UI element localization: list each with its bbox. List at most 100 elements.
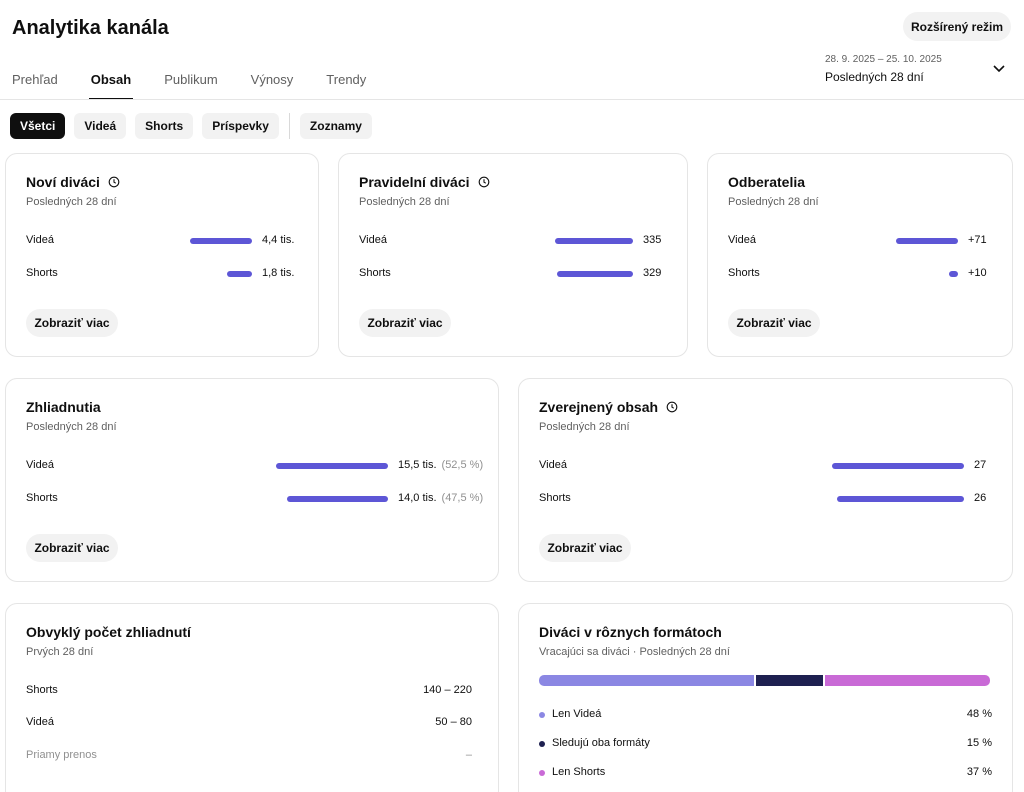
metric-value: 26 xyxy=(974,492,986,504)
metric-bar xyxy=(557,271,633,277)
metric-value: +10 xyxy=(968,267,987,279)
chip-videos[interactable]: Videá xyxy=(74,113,127,139)
tab-overview[interactable]: Prehľad xyxy=(12,72,58,87)
date-range-picker[interactable]: 28. 9. 2025 – 25. 10. 2025 Posledných 28… xyxy=(825,54,942,84)
card-title: Noví diváci xyxy=(26,174,120,190)
card-title-text: Noví diváci xyxy=(26,174,100,190)
metric-label: Shorts xyxy=(539,492,571,504)
chip-posts[interactable]: Príspevky xyxy=(202,113,279,139)
legend-value: 15 % xyxy=(966,737,992,749)
metric-value-text: 27 xyxy=(974,459,987,471)
chip-playlists[interactable]: Zoznamy xyxy=(299,113,372,139)
metric-row: Videá 15,5 tis. (52,5 %) xyxy=(26,459,483,473)
metric-row: Videá 335 xyxy=(359,234,667,248)
typical-views-value: 50 – 80 xyxy=(435,716,472,728)
metric-row: Videá +71 xyxy=(728,234,992,248)
legend-row: Sledujú oba formáty 15 % xyxy=(539,737,992,751)
card-title-text: Zhliadnutia xyxy=(26,399,101,415)
legend-row: Len Shorts 37 % xyxy=(539,766,992,780)
card-subtitle: Posledných 28 dní xyxy=(359,196,450,208)
page-title: Analytika kanála xyxy=(12,17,169,39)
tab-content[interactable]: Obsah xyxy=(88,62,134,100)
card-subscribers: Odberatelia Posledných 28 dní Videá +71 … xyxy=(707,153,1013,357)
metric-bar xyxy=(949,271,958,277)
advanced-mode-button[interactable]: Rozšírený režim xyxy=(903,12,1011,41)
typical-views-label: Shorts xyxy=(26,684,58,696)
metric-label: Videá xyxy=(359,234,387,246)
typical-views-label: Priamy prenos xyxy=(26,749,97,761)
metric-value-text: 15,5 tis. xyxy=(398,459,437,471)
tab-revenue[interactable]: Výnosy xyxy=(250,72,294,87)
metric-bar xyxy=(227,271,252,277)
legend-label: Len Shorts xyxy=(552,766,606,778)
show-more-button[interactable]: Zobraziť viac xyxy=(539,534,631,562)
header-divider xyxy=(0,99,1024,100)
metric-value: 15,5 tis. (52,5 %) xyxy=(398,459,483,471)
typical-views-label: Videá xyxy=(26,716,54,728)
show-more-button[interactable]: Zobraziť viac xyxy=(359,309,451,337)
clock-icon[interactable] xyxy=(478,176,490,188)
metric-bar xyxy=(190,238,252,244)
tab-bar: Prehľad Obsah Publikum Výnosy Trendy xyxy=(12,62,399,100)
metric-label: Shorts xyxy=(26,492,58,504)
card-subtitle: Posledných 28 dní xyxy=(539,421,630,433)
show-more-button[interactable]: Zobraziť viac xyxy=(728,309,820,337)
show-more-button[interactable]: Zobraziť viac xyxy=(26,309,118,337)
segment-both-formats xyxy=(756,675,823,686)
clock-icon[interactable] xyxy=(666,401,678,413)
legend-value: 48 % xyxy=(966,708,992,720)
metric-bar xyxy=(832,463,964,469)
date-range-dates: 28. 9. 2025 – 25. 10. 2025 xyxy=(825,54,942,65)
metric-label: Videá xyxy=(539,459,567,471)
metric-value: 4,4 tis. xyxy=(262,234,294,246)
card-new-viewers: Noví diváci Posledných 28 dní Videá 4,4 … xyxy=(5,153,319,357)
card-views: Zhliadnutia Posledných 28 dní Videá 15,5… xyxy=(5,378,499,582)
card-subtitle: Posledných 28 dní xyxy=(26,196,117,208)
card-title: Obvyklý počet zhliadnutí xyxy=(26,624,191,640)
metric-row: Shorts 1,8 tis. xyxy=(26,267,298,281)
chip-separator xyxy=(288,113,290,139)
metric-bar xyxy=(276,463,388,469)
metric-value: 1,8 tis. xyxy=(262,267,294,279)
metric-label: Videá xyxy=(728,234,756,246)
metric-label: Shorts xyxy=(359,267,391,279)
metric-bar xyxy=(896,238,958,244)
metric-label: Videá xyxy=(26,234,54,246)
tab-trends[interactable]: Trendy xyxy=(326,72,367,87)
typical-views-row: Shorts 140 – 220 xyxy=(26,684,472,698)
card-published-content: Zverejnený obsah Posledných 28 dní Videá… xyxy=(518,378,1013,582)
chevron-down-icon[interactable] xyxy=(992,64,1006,74)
metric-label: Shorts xyxy=(26,267,58,279)
metric-value: 329 xyxy=(643,267,661,279)
metric-value-text: 26 xyxy=(974,492,987,504)
metric-value-text: +10 xyxy=(968,267,987,279)
metric-row: Shorts 329 xyxy=(359,267,667,281)
metric-bar xyxy=(837,496,964,502)
metric-label: Videá xyxy=(26,459,54,471)
card-regular-viewers: Pravidelní diváci Posledných 28 dní Vide… xyxy=(338,153,688,357)
chip-all[interactable]: Všetci xyxy=(10,113,66,139)
card-viewers-formats: Diváci v rôznych formátoch Vracajúci sa … xyxy=(518,603,1013,792)
card-subtitle: Posledných 28 dní xyxy=(26,421,117,433)
metric-value-text: 14,0 tis. xyxy=(398,492,437,504)
card-subtitle: Prvých 28 dní xyxy=(26,646,94,658)
metric-value-text: 329 xyxy=(643,267,662,279)
tab-audience[interactable]: Publikum xyxy=(164,72,218,87)
metric-value-text: 335 xyxy=(643,234,662,246)
metric-percent: (52,5 %) xyxy=(441,459,484,471)
legend-dot xyxy=(539,770,545,776)
legend-dot xyxy=(539,741,545,747)
card-title: Odberatelia xyxy=(728,174,805,190)
card-title-text: Pravidelní diváci xyxy=(359,174,470,190)
metric-row: Shorts 26 xyxy=(539,492,992,506)
date-range-label: Posledných 28 dní xyxy=(825,70,924,84)
legend-value: 37 % xyxy=(966,766,992,778)
card-title: Zhliadnutia xyxy=(26,399,101,415)
show-more-button[interactable]: Zobraziť viac xyxy=(26,534,118,562)
chip-shorts[interactable]: Shorts xyxy=(135,113,194,139)
clock-icon[interactable] xyxy=(108,176,120,188)
card-title: Zverejnený obsah xyxy=(539,399,678,415)
metric-value-text: +71 xyxy=(968,234,987,246)
legend-label: Len Videá xyxy=(552,708,602,720)
card-subtitle: Posledných 28 dní xyxy=(728,196,819,208)
